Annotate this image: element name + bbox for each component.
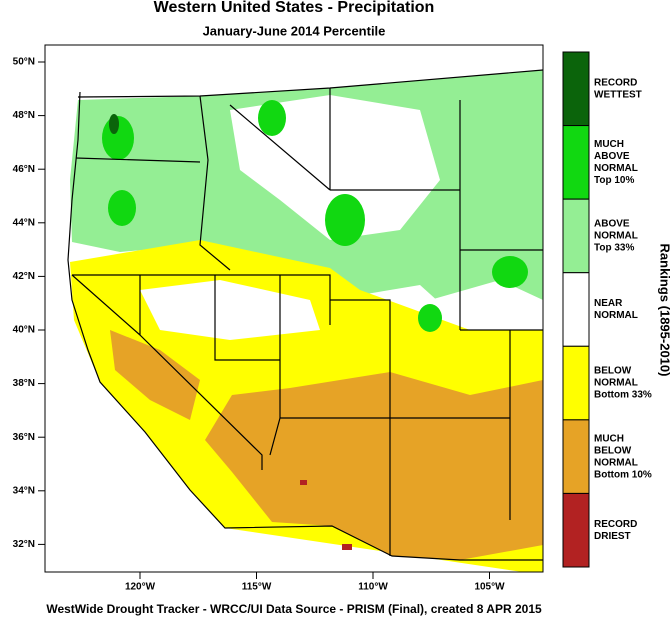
latitude-label: 42°N [13, 271, 35, 282]
much-above-normal-region [108, 190, 136, 226]
state-borders [71, 88, 543, 556]
legend-swatch [562, 345, 590, 421]
longitude-label: 120°W [125, 582, 156, 593]
legend-title: Rankings (1895-2010) [658, 244, 672, 377]
record-driest-region [300, 480, 307, 485]
legend-swatch [562, 51, 590, 127]
footer: WestWide Drought Tracker - WRCC/UI Data … [46, 602, 542, 616]
legend-label: BELOW [594, 445, 632, 456]
longitude-label: 115°W [242, 582, 272, 593]
longitude-label: 110°W [358, 582, 388, 593]
near-normal-region [140, 280, 320, 340]
latitude-label: 34°N [13, 485, 35, 496]
record-driest-region [342, 544, 352, 550]
legend-label: RECORD [594, 519, 637, 530]
much-below-normal-region [205, 372, 543, 560]
latitude-label: 46°N [13, 164, 35, 175]
legend-label: BELOW [594, 366, 632, 377]
much-above-normal-region [492, 256, 528, 288]
longitude-label: 105°W [474, 582, 505, 593]
latitude-label: 38°N [13, 378, 35, 389]
legend-label: Top 10% [594, 175, 634, 186]
record-wettest-region [109, 114, 119, 134]
latitude-label: 36°N [13, 432, 35, 443]
legend-label: NORMAL [594, 457, 638, 468]
map [44, 44, 544, 573]
legend-label: MUCH [594, 433, 624, 444]
legend-label: WETTEST [594, 89, 642, 100]
near-normal-region [230, 95, 440, 240]
latitude-label: 44°N [13, 217, 35, 228]
legend-label: MUCH [594, 139, 624, 150]
latitude-label: 40°N [13, 325, 35, 336]
legend-swatch [562, 198, 590, 274]
much-below-normal-region [110, 330, 200, 420]
legend-label: NORMAL [594, 378, 638, 389]
latitude-label: 48°N [13, 110, 35, 121]
latitude-label: 32°N [13, 539, 35, 550]
legend-label: NORMAL [594, 310, 638, 321]
title: Western United States - Precipitation [154, 0, 435, 16]
longitude-axis: 120°W 115°W 110°W 105°W [125, 572, 505, 593]
legend-label: ABOVE [594, 219, 630, 230]
much-above-normal-region [418, 304, 442, 332]
legend-label: ABOVE [594, 151, 630, 162]
map-frame [44, 44, 544, 573]
legend-swatch [562, 125, 590, 200]
legend-label: NORMAL [594, 163, 638, 174]
subtitle: January-June 2014 Percentile [203, 23, 386, 38]
legend-label: Bottom 10% [594, 469, 652, 480]
legend-swatch [562, 419, 590, 494]
legend-label: Top 33% [594, 243, 634, 254]
border-canada [77, 69, 543, 98]
much-above-normal-region [258, 100, 286, 136]
much-above-normal-region [325, 194, 365, 246]
legend-swatch [562, 272, 590, 347]
legend-label: DRIEST [594, 531, 631, 542]
legend-label: Bottom 33% [594, 390, 652, 401]
legend-swatch [562, 492, 590, 568]
legend-label: NORMAL [594, 231, 638, 242]
latitude-label: 50°N [13, 57, 35, 68]
legend-label: NEAR [594, 298, 623, 309]
coastline [67, 91, 543, 561]
latitude-axis: 50°N 48°N 46°N 44°N 42°N 40°N 38°N 36°N 34°N 32°N [13, 57, 45, 550]
legend-label: RECORD [594, 77, 637, 88]
